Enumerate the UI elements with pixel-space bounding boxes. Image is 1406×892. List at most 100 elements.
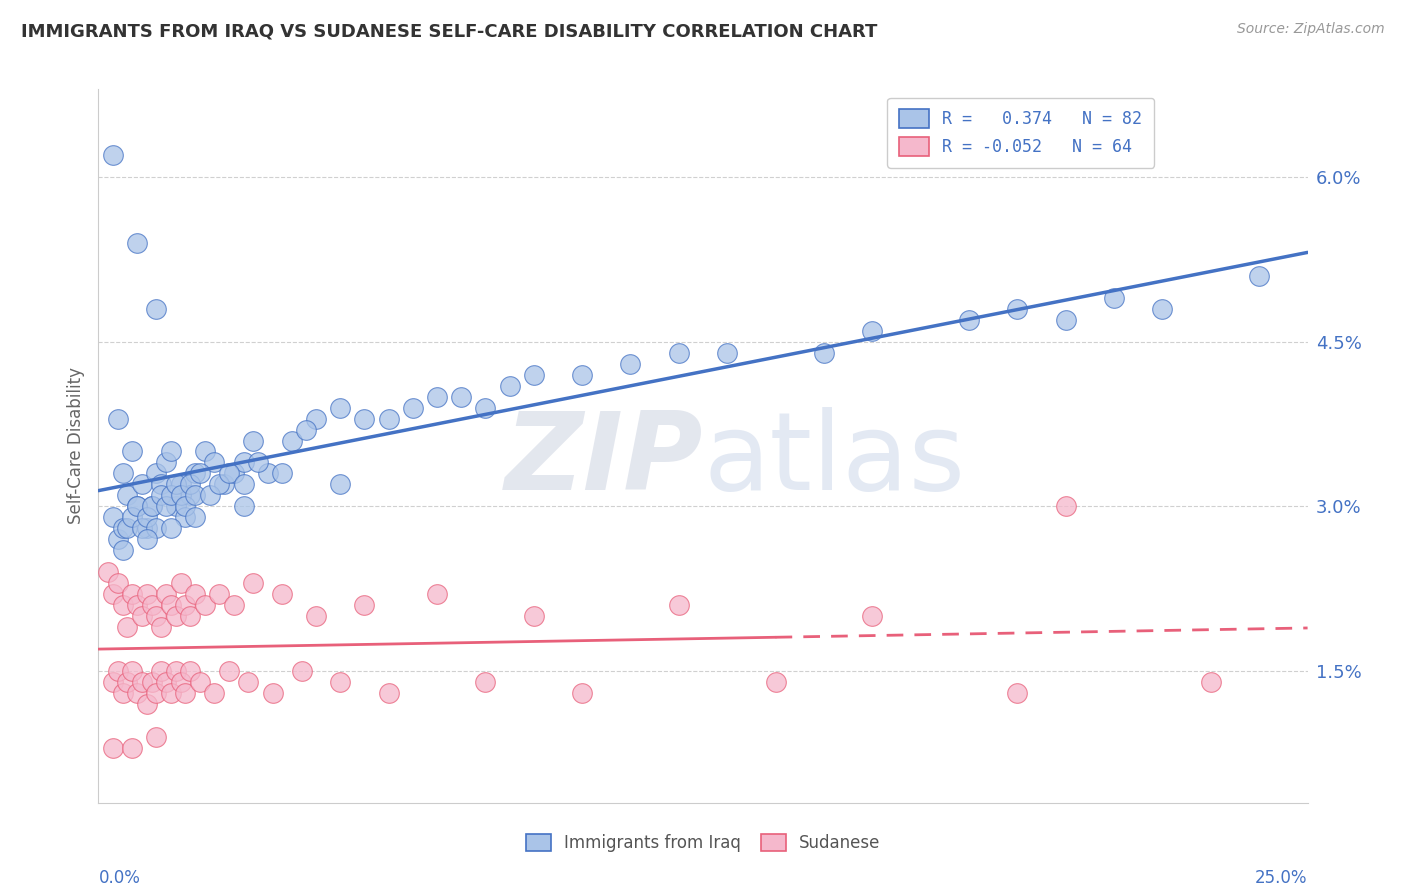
Point <box>179 664 201 678</box>
Point <box>150 488 173 502</box>
Point <box>571 686 593 700</box>
Point <box>131 609 153 624</box>
Point <box>127 500 149 514</box>
Point <box>174 510 197 524</box>
Point <box>204 686 226 700</box>
Point <box>117 521 139 535</box>
Text: 0.0%: 0.0% <box>98 869 141 887</box>
Point <box>281 434 304 448</box>
Point <box>107 576 129 591</box>
Point <box>131 521 153 535</box>
Point <box>121 444 143 458</box>
Point <box>1007 686 1029 700</box>
Point <box>121 740 143 755</box>
Point <box>262 686 284 700</box>
Point <box>121 510 143 524</box>
Point <box>131 477 153 491</box>
Text: ZIP: ZIP <box>505 408 703 513</box>
Point <box>256 467 278 481</box>
Point <box>169 477 191 491</box>
Point <box>155 675 177 690</box>
Point <box>155 587 177 601</box>
Point <box>222 598 245 612</box>
Point <box>145 467 167 481</box>
Point <box>131 675 153 690</box>
Point <box>523 368 546 382</box>
Point <box>111 543 134 558</box>
Point <box>208 477 231 491</box>
Point <box>290 664 312 678</box>
Point <box>174 686 197 700</box>
Point <box>111 467 134 481</box>
Point <box>247 455 270 469</box>
Point <box>145 686 167 700</box>
Point <box>107 411 129 425</box>
Point <box>150 664 173 678</box>
Point <box>135 587 157 601</box>
Point <box>242 434 264 448</box>
Point <box>141 500 163 514</box>
Point <box>619 357 641 371</box>
Point <box>101 740 124 755</box>
Point <box>155 455 177 469</box>
Point <box>571 368 593 382</box>
Point <box>150 477 173 491</box>
Point <box>127 686 149 700</box>
Point <box>426 587 449 601</box>
Text: Source: ZipAtlas.com: Source: ZipAtlas.com <box>1237 22 1385 37</box>
Point <box>169 675 191 690</box>
Point <box>450 390 472 404</box>
Point <box>305 411 328 425</box>
Point <box>135 533 157 547</box>
Point <box>329 675 352 690</box>
Point <box>232 477 254 491</box>
Point <box>121 664 143 678</box>
Point <box>329 477 352 491</box>
Point <box>353 598 375 612</box>
Point <box>232 455 254 469</box>
Point <box>377 686 399 700</box>
Point <box>179 477 201 491</box>
Point <box>1199 675 1222 690</box>
Point <box>188 675 211 690</box>
Point <box>305 609 328 624</box>
Point <box>295 423 318 437</box>
Point <box>141 598 163 612</box>
Point <box>426 390 449 404</box>
Point <box>474 675 496 690</box>
Point <box>135 697 157 711</box>
Point <box>111 521 134 535</box>
Point <box>160 521 183 535</box>
Y-axis label: Self-Care Disability: Self-Care Disability <box>66 368 84 524</box>
Point <box>174 598 197 612</box>
Point <box>135 521 157 535</box>
Point <box>145 609 167 624</box>
Legend: Immigrants from Iraq, Sudanese: Immigrants from Iraq, Sudanese <box>519 827 887 859</box>
Point <box>242 576 264 591</box>
Point <box>165 664 187 678</box>
Point <box>198 488 221 502</box>
Point <box>232 500 254 514</box>
Point <box>860 324 883 338</box>
Point <box>498 378 520 392</box>
Point <box>111 686 134 700</box>
Point <box>668 598 690 612</box>
Point <box>204 455 226 469</box>
Point <box>1102 291 1125 305</box>
Point <box>957 312 980 326</box>
Point <box>101 587 124 601</box>
Point <box>668 345 690 359</box>
Point <box>194 444 217 458</box>
Point <box>127 500 149 514</box>
Point <box>208 587 231 601</box>
Point <box>329 401 352 415</box>
Point <box>860 609 883 624</box>
Point <box>97 566 120 580</box>
Point <box>121 587 143 601</box>
Point <box>1054 312 1077 326</box>
Point <box>184 467 207 481</box>
Text: atlas: atlas <box>703 408 965 513</box>
Point <box>101 675 124 690</box>
Point <box>150 620 173 634</box>
Point <box>377 411 399 425</box>
